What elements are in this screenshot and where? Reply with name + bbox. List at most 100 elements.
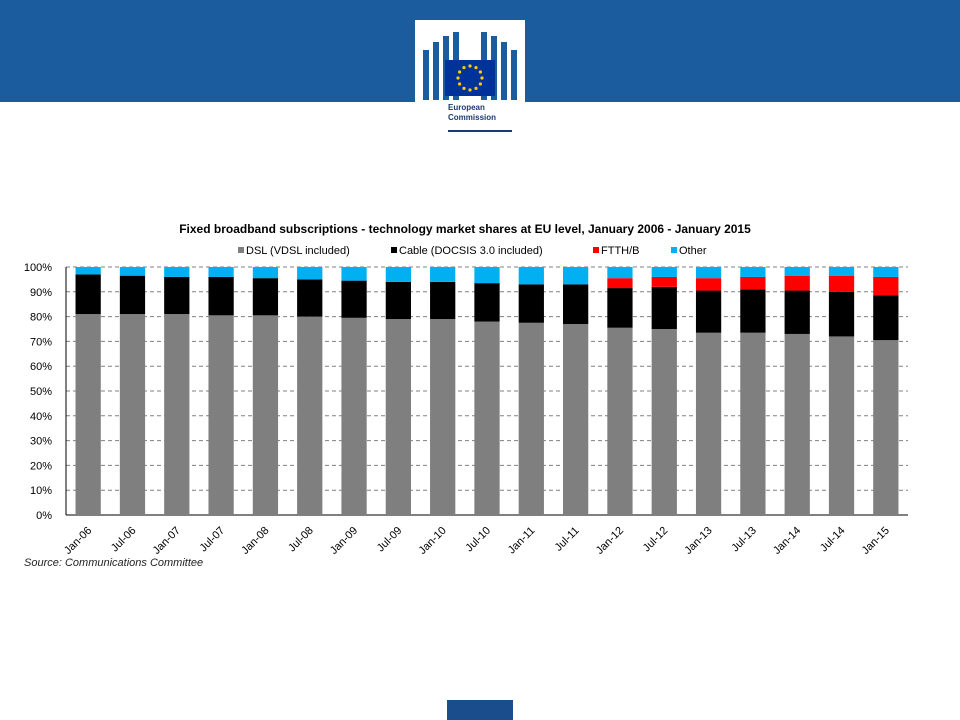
eu-star-icon xyxy=(478,82,482,86)
bar-segment-dsl xyxy=(563,324,589,515)
bar-segment-ftth xyxy=(651,276,677,287)
y-tick-label: 70% xyxy=(30,336,52,348)
bar-segment-dsl xyxy=(119,314,146,515)
bar-segment-dsl xyxy=(828,336,855,515)
bar-segment-cable xyxy=(474,283,500,322)
bar-segment-dsl xyxy=(208,315,234,515)
x-axis-ticks: Jan-06 Jul-06 Jan-07 Jul-07 Jan-08 Jul-08 Jan-… xyxy=(62,525,892,557)
bar-segment-cable xyxy=(385,281,411,320)
x-tick-label: Jul-09 xyxy=(375,525,405,555)
bar-segment-dsl xyxy=(607,327,633,515)
bar-segment-other xyxy=(828,267,855,276)
bar-segment-dsl xyxy=(740,332,766,515)
bar-segment-dsl xyxy=(341,317,367,515)
logo-rule xyxy=(448,130,512,132)
bar-segment-other xyxy=(518,267,544,285)
bar-segment-dsl xyxy=(297,316,323,515)
bar-segment-cable xyxy=(740,289,766,333)
bar-segment-cable xyxy=(119,275,146,315)
x-tick-label: Jan-06 xyxy=(62,525,94,557)
bar-segment-cable xyxy=(341,280,367,318)
logo-line-1: European xyxy=(448,103,485,112)
bar-segment-dsl xyxy=(518,322,544,515)
legend-label: DSL (VDSL included) xyxy=(246,245,350,257)
bar-segment-cable xyxy=(252,278,279,316)
source-note: Source: Communications Committee xyxy=(24,557,204,569)
bar-segment-dsl xyxy=(75,314,101,515)
bar-segment-other xyxy=(607,267,633,279)
y-tick-label: 80% xyxy=(30,312,52,324)
bar-segment-other xyxy=(297,267,323,280)
x-tick-label: Jan-14 xyxy=(771,525,803,557)
bar-segment-other xyxy=(385,267,411,282)
broadband-share-chart: Fixed broadband subscriptions - technolo… xyxy=(24,222,908,557)
bar-segment-other xyxy=(563,267,589,285)
x-tick-label: Jul-11 xyxy=(553,525,582,554)
bar-segment-other xyxy=(252,267,279,279)
bar-segment-dsl xyxy=(164,314,190,515)
eu-star-icon xyxy=(468,64,472,68)
bar-segment-other xyxy=(651,267,677,277)
building-logo-icon xyxy=(423,32,517,100)
x-tick-label: Jul-08 xyxy=(286,525,316,555)
bar-stacks xyxy=(75,267,899,515)
logo-wordmark: European Commission xyxy=(448,103,496,123)
bar-segment-other xyxy=(119,267,146,276)
eu-star-icon xyxy=(474,66,478,70)
x-tick-label: Jul-14 xyxy=(818,525,848,555)
bar-segment-ftth xyxy=(873,276,899,296)
eu-star-icon xyxy=(478,70,482,74)
bar-segment-cable xyxy=(430,281,456,320)
legend-swatch xyxy=(391,247,397,253)
bar-segment-ftth xyxy=(740,276,766,290)
bar-segment-cable xyxy=(784,290,810,334)
bar-segment-cable xyxy=(651,286,677,329)
bar-segment-other xyxy=(341,267,367,281)
eu-star-icon xyxy=(458,70,462,74)
legend-label: Cable (DOCSIS 3.0 included) xyxy=(399,245,543,257)
eu-star-icon xyxy=(468,88,472,92)
y-tick-label: 40% xyxy=(30,411,52,423)
bar-segment-dsl xyxy=(430,319,456,515)
eu-star-icon xyxy=(480,76,484,80)
x-tick-label: Jan-09 xyxy=(328,525,360,557)
bar-segment-cable xyxy=(75,274,101,315)
x-tick-label: Jan-12 xyxy=(594,525,626,557)
legend-label: FTTH/B xyxy=(601,245,640,257)
bar-segment-other xyxy=(164,267,190,277)
bar-segment-ftth xyxy=(784,275,810,291)
y-tick-label: 100% xyxy=(24,262,52,274)
x-tick-label: Jan-15 xyxy=(860,525,892,557)
x-tick-label: Jul-12 xyxy=(641,525,671,555)
bar-segment-cable xyxy=(873,295,899,341)
bar-segment-cable xyxy=(695,290,722,333)
bar-segment-cable xyxy=(164,276,190,315)
y-tick-label: 10% xyxy=(30,485,52,497)
y-tick-label: 30% xyxy=(30,436,52,448)
bar-segment-ftth xyxy=(607,278,633,289)
x-tick-label: Jul-06 xyxy=(109,525,139,555)
y-tick-label: 90% xyxy=(30,287,52,299)
bar-segment-cable xyxy=(828,291,855,337)
bar-segment-dsl xyxy=(385,319,411,515)
y-tick-label: 0% xyxy=(36,510,52,522)
bar-segment-other xyxy=(208,267,234,277)
bar-segment-dsl xyxy=(695,332,722,515)
eu-star-icon xyxy=(462,66,466,70)
bar-segment-dsl xyxy=(873,340,899,515)
bar-segment-cable xyxy=(563,284,589,325)
eu-star-icon xyxy=(474,86,478,90)
x-tick-label: Jan-11 xyxy=(506,525,538,557)
x-tick-label: Jul-07 xyxy=(198,525,228,555)
bar-segment-dsl xyxy=(252,315,279,515)
bar-segment-cable xyxy=(607,288,633,328)
bar-segment-ftth xyxy=(828,275,855,292)
bar-segment-other xyxy=(474,267,500,284)
x-tick-label: Jan-07 xyxy=(151,525,183,557)
bar-segment-other xyxy=(740,267,766,277)
eu-star-icon xyxy=(456,76,460,80)
chart-legend: DSL (VDSL included) Cable (DOCSIS 3.0 inc… xyxy=(238,245,707,257)
bar-segment-other xyxy=(873,267,899,277)
bar-segment-other xyxy=(784,267,810,276)
bar-segment-cable xyxy=(518,284,544,323)
